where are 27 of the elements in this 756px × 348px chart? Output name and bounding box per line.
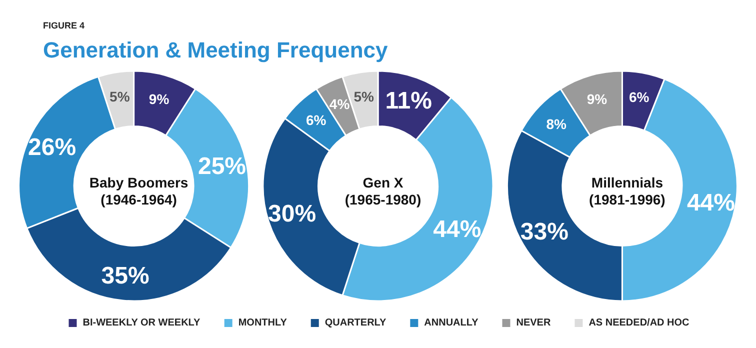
data-label: 8% [546,116,567,132]
slice-label: Baby Boomers (1946-1964) [89,174,188,208]
data-label: 25% [198,152,246,180]
data-label: 11% [385,87,432,114]
data-label: 9% [586,91,608,108]
legend-label: NEVER [516,318,552,328]
slice-label: Millennials (1981-1996) [589,174,666,208]
data-label: 35% [101,262,150,290]
legend-label: AS NEEDED/AD HOC [588,318,690,328]
data-label: 6% [306,112,327,128]
data-label: 30% [268,200,316,228]
legend-label: MONTHLY [238,318,288,328]
data-label: 33% [520,218,568,246]
data-label: 4% [329,96,350,112]
data-label: 6% [629,89,650,106]
legend-label: BI-WEEKLY OR WEEKLY [82,318,200,328]
data-label: 9% [148,91,170,108]
data-label: 44% [686,189,736,216]
chart-title: Generation & Meeting Frequency [43,38,388,62]
legend-label: ANNUALLY [424,318,479,328]
data-label: 44% [433,216,482,244]
data-label: 26% [28,134,76,162]
data-label: 5% [110,88,130,105]
slice-label: Gen X (1965-1980) [344,174,422,208]
data-label: 5% [354,88,375,105]
caption: FIGURE 4 [43,20,85,30]
legend-label: QUARTERLY [324,318,386,328]
